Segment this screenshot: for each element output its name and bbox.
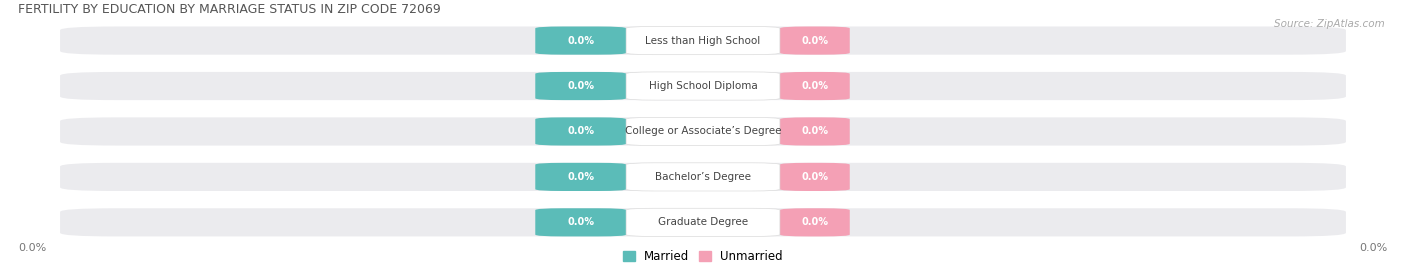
- Text: 0.0%: 0.0%: [567, 126, 595, 136]
- FancyBboxPatch shape: [626, 26, 780, 55]
- FancyBboxPatch shape: [60, 117, 1346, 146]
- FancyBboxPatch shape: [60, 208, 1346, 236]
- FancyBboxPatch shape: [60, 26, 1346, 55]
- Text: 0.0%: 0.0%: [1360, 243, 1388, 253]
- Text: 0.0%: 0.0%: [567, 36, 595, 45]
- FancyBboxPatch shape: [780, 117, 849, 146]
- Text: Bachelor’s Degree: Bachelor’s Degree: [655, 172, 751, 182]
- Legend: Married, Unmarried: Married, Unmarried: [619, 245, 787, 268]
- Text: 0.0%: 0.0%: [801, 81, 828, 91]
- FancyBboxPatch shape: [536, 26, 626, 55]
- Text: 0.0%: 0.0%: [567, 217, 595, 227]
- FancyBboxPatch shape: [60, 163, 1346, 191]
- FancyBboxPatch shape: [536, 117, 626, 146]
- FancyBboxPatch shape: [536, 163, 626, 191]
- Text: 0.0%: 0.0%: [801, 126, 828, 136]
- FancyBboxPatch shape: [60, 72, 1346, 100]
- Text: 0.0%: 0.0%: [567, 172, 595, 182]
- Text: High School Diploma: High School Diploma: [648, 81, 758, 91]
- FancyBboxPatch shape: [780, 163, 849, 191]
- FancyBboxPatch shape: [780, 72, 849, 100]
- Text: Source: ZipAtlas.com: Source: ZipAtlas.com: [1274, 19, 1385, 29]
- Text: 0.0%: 0.0%: [567, 81, 595, 91]
- FancyBboxPatch shape: [536, 72, 626, 100]
- FancyBboxPatch shape: [780, 26, 849, 55]
- FancyBboxPatch shape: [626, 208, 780, 236]
- FancyBboxPatch shape: [536, 208, 626, 236]
- Text: FERTILITY BY EDUCATION BY MARRIAGE STATUS IN ZIP CODE 72069: FERTILITY BY EDUCATION BY MARRIAGE STATU…: [18, 3, 441, 16]
- Text: 0.0%: 0.0%: [801, 36, 828, 45]
- Text: Less than High School: Less than High School: [645, 36, 761, 45]
- Text: College or Associate’s Degree: College or Associate’s Degree: [624, 126, 782, 136]
- Text: Graduate Degree: Graduate Degree: [658, 217, 748, 227]
- Text: 0.0%: 0.0%: [801, 217, 828, 227]
- FancyBboxPatch shape: [626, 72, 780, 100]
- Text: 0.0%: 0.0%: [18, 243, 46, 253]
- FancyBboxPatch shape: [626, 117, 780, 146]
- Text: 0.0%: 0.0%: [801, 172, 828, 182]
- FancyBboxPatch shape: [626, 163, 780, 191]
- FancyBboxPatch shape: [780, 208, 849, 236]
